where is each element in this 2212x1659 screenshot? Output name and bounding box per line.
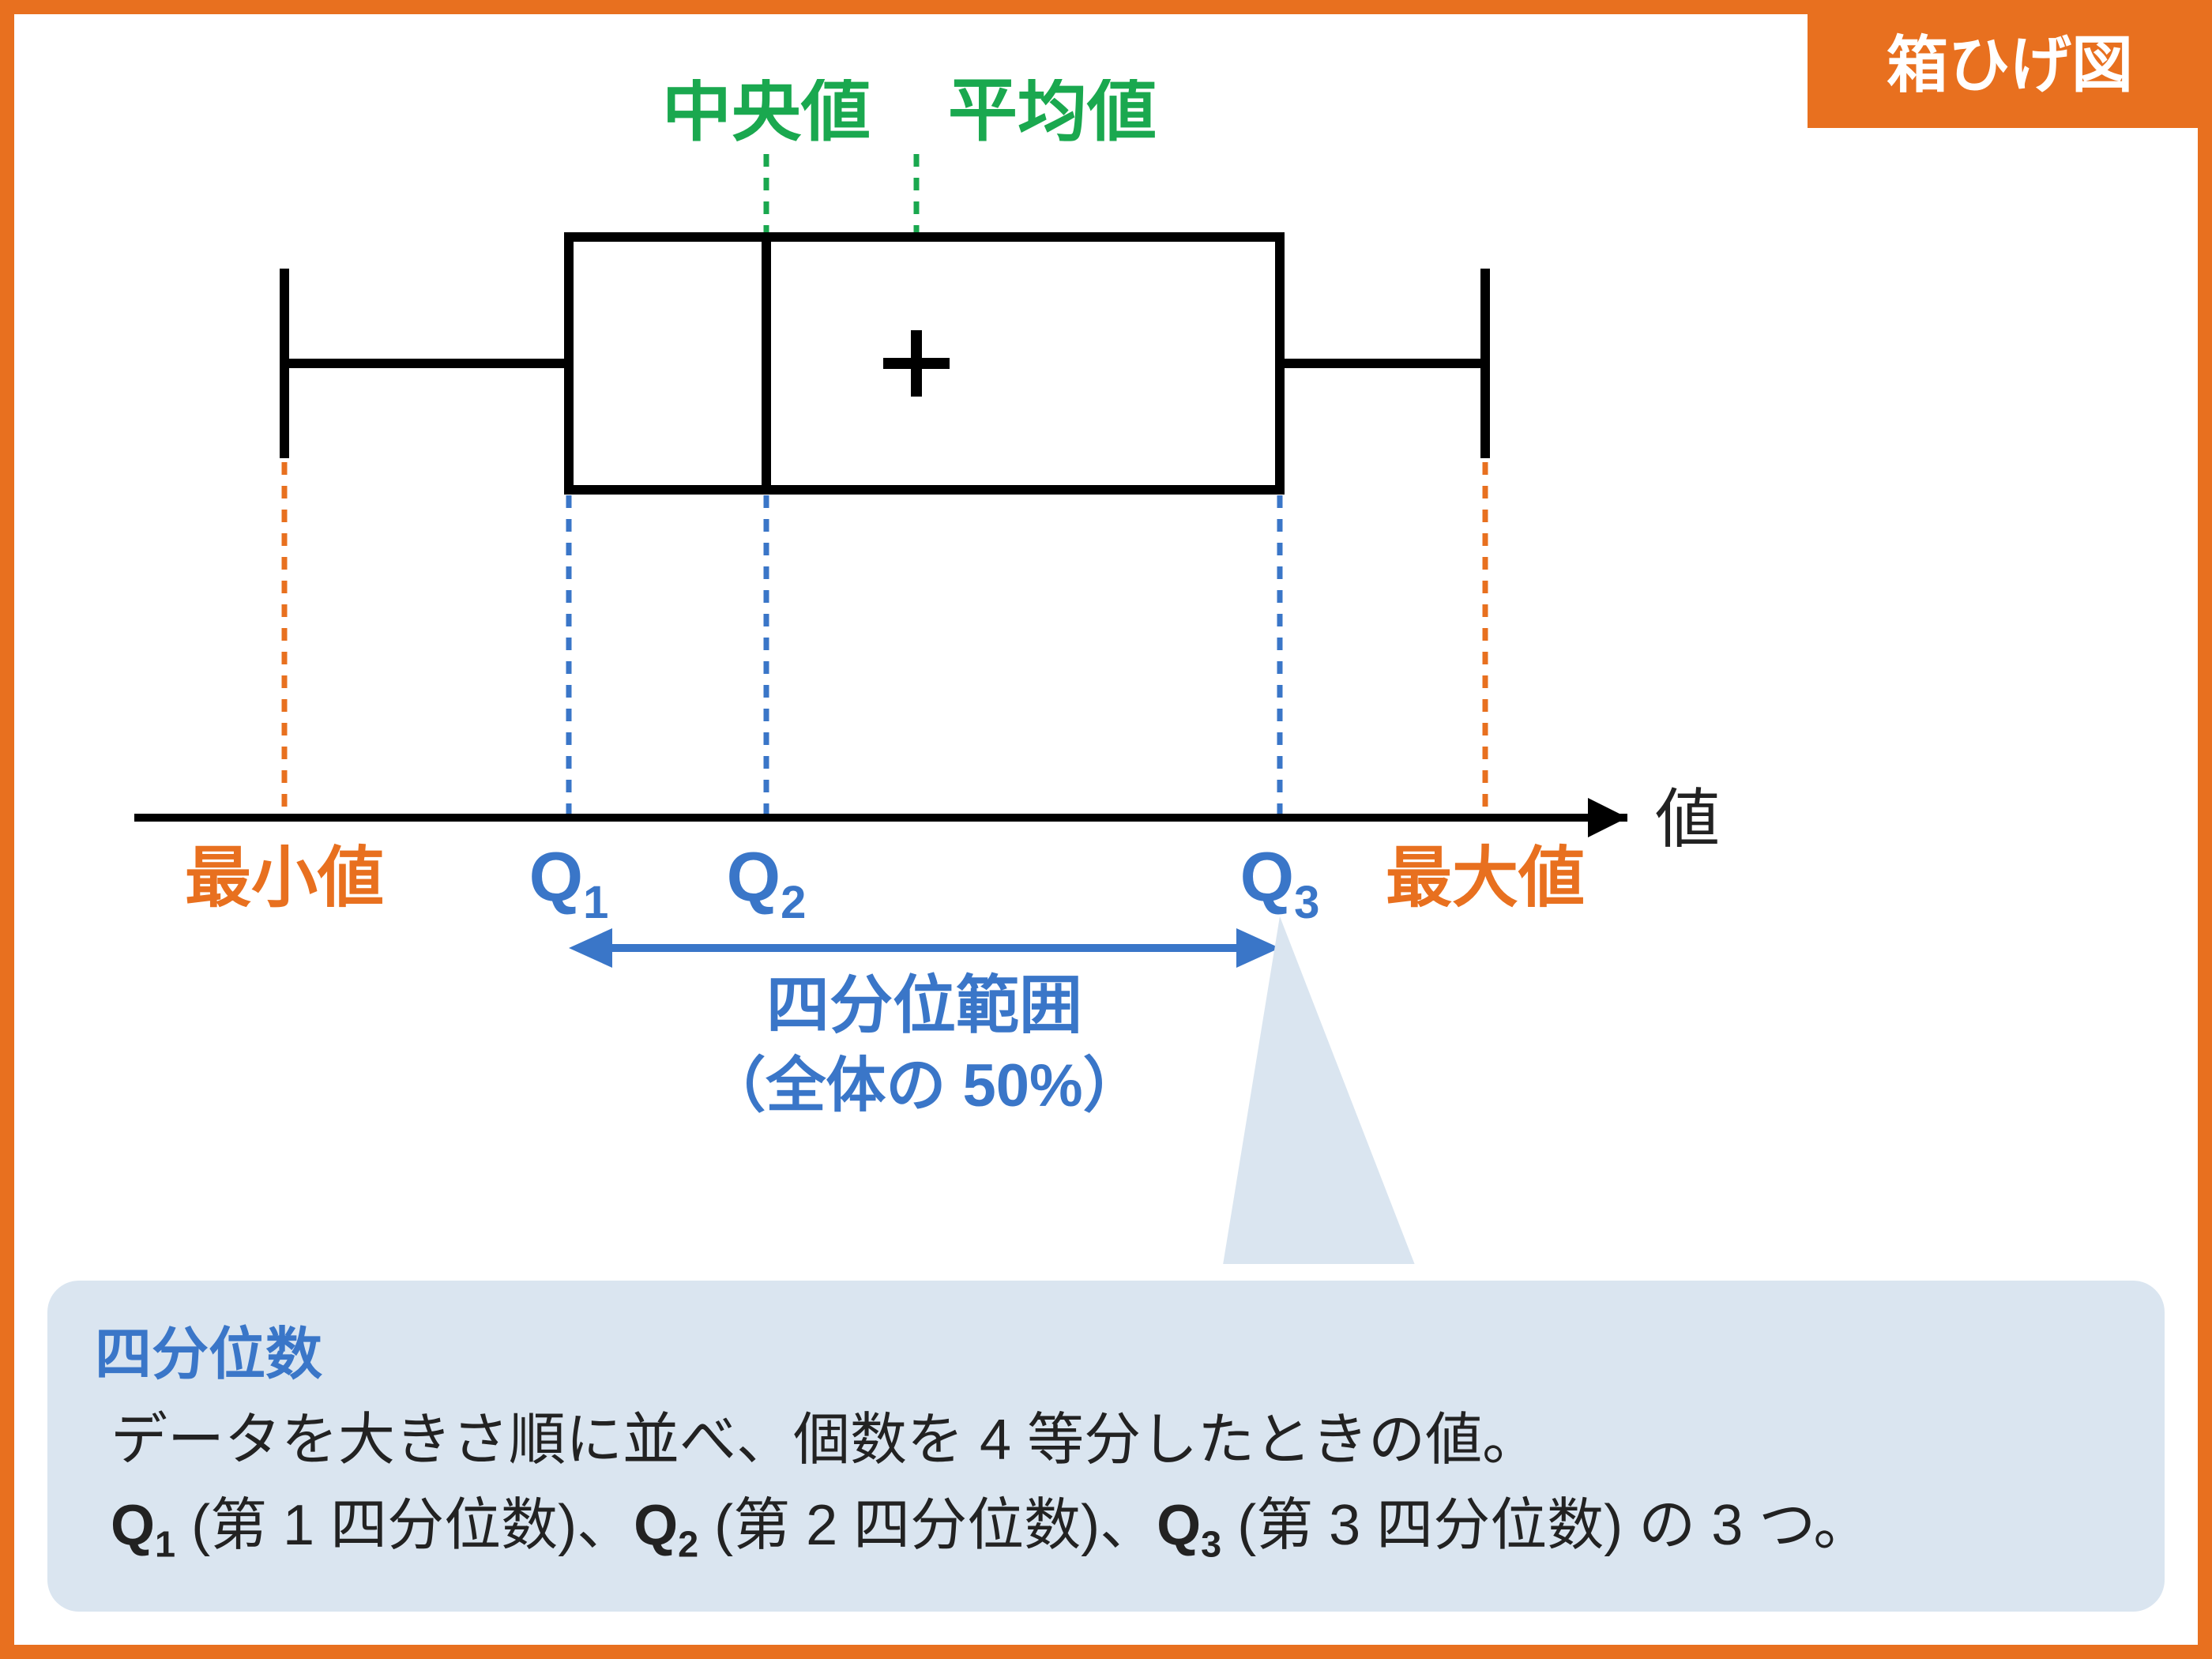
axis-label: 値 <box>1655 784 1720 856</box>
info-line1: データを大きさ順に並べ、個数を 4 等分したときの値。 <box>95 1398 2117 1483</box>
q2-label: Q2 <box>727 837 807 928</box>
q1-label: Q1 <box>529 837 609 928</box>
quartile-info-box: 四分位数 データを大きさ順に並べ、個数を 4 等分したときの値。 Q1 (第 1… <box>47 1281 2165 1612</box>
mean-label: 平均値 <box>948 79 1157 149</box>
q3-label: Q3 <box>1240 837 1320 928</box>
iqr-arrow <box>569 928 1280 968</box>
max-label: 最大値 <box>1386 841 1585 915</box>
axis-arrowhead <box>1588 798 1627 837</box>
info-line2: Q1 (第 1 四分位数)、Q2 (第 2 四分位数)、Q3 (第 3 四分位数… <box>95 1483 2117 1572</box>
callout-triangle <box>1217 916 1430 1264</box>
iqr-label: 四分位範囲 <box>766 970 1082 1040</box>
boxplot-diagram: 中央値 平均値 値 最小値 最大値 Q1 <box>79 79 2133 1264</box>
median-label: 中央値 <box>662 79 871 149</box>
min-label: 最小値 <box>185 841 384 915</box>
iqr-sublabel: （全体の 50%） <box>705 1052 1142 1119</box>
info-heading: 四分位数 <box>95 1312 2117 1398</box>
